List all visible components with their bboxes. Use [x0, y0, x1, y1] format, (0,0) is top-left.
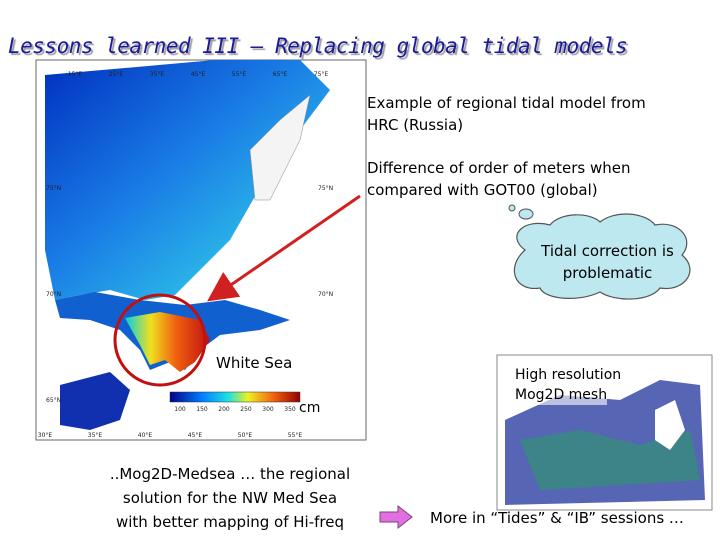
mesh-island — [655, 400, 685, 450]
cloud-text: problematic — [562, 264, 653, 282]
map-tick-label: 150 — [196, 406, 208, 413]
bay — [60, 372, 130, 430]
map-tick-label: 45°E — [188, 432, 203, 439]
map-tick-label: 65°N — [46, 397, 61, 404]
cloud-bubble — [508, 204, 516, 212]
map-tick-label: 65°E — [273, 71, 288, 78]
map-tick-label: 35°E — [150, 71, 165, 78]
cloud-bubble — [518, 208, 534, 220]
map-tick-label: 100 — [174, 406, 186, 413]
map-tick-label: 75°E — [314, 71, 329, 78]
map-tick-label: 45°E — [191, 71, 206, 78]
map-tick-label: 350 — [284, 406, 296, 413]
colorbar — [169, 391, 301, 403]
text-line: ..Mog2D-Medsea … the regional — [109, 465, 351, 483]
map-tick-label: 35°E — [88, 432, 103, 439]
map-label: White Sea — [216, 352, 293, 374]
mesh-caption: High resolution — [515, 366, 622, 385]
footer-note: More in “Tides” & “IB” sessions … — [430, 509, 684, 527]
text-line: with better mapping of Hi-freq — [115, 513, 345, 531]
island — [249, 94, 311, 201]
cloud — [513, 213, 691, 300]
barents-sea — [45, 60, 330, 300]
map-tick-label: 250 — [240, 406, 252, 413]
text-line: compared with GOT00 (global) — [367, 181, 598, 199]
mesh-detail — [520, 430, 700, 490]
map-tick-label: 70°N — [318, 291, 333, 298]
colorbar-unit: cm — [299, 400, 321, 416]
pink-arrow — [379, 504, 413, 530]
map-tick-label: 50°E — [238, 432, 253, 439]
text-line: HRC (Russia) — [367, 116, 464, 134]
map-tick-label: 30°E — [38, 432, 53, 439]
map-tick-label: 200 — [218, 406, 230, 413]
cloud-text: Tidal correction is — [541, 242, 674, 260]
highlight-circle — [113, 293, 207, 387]
text-line: Example of regional tidal model from — [367, 94, 646, 112]
map-tick-label: 75°N — [46, 185, 61, 192]
text-line: Difference of order of meters when — [367, 159, 631, 177]
mesh-caption: Mog2D mesh — [515, 386, 608, 405]
text-line: solution for the NW Med Sea — [122, 489, 338, 507]
map-tick-label: 15°E — [68, 71, 83, 78]
map-tick-label: 300 — [262, 406, 274, 413]
slide-title: Lessons learned III – Replacing global t… — [8, 34, 628, 58]
map-tick-label: 55°E — [232, 71, 247, 78]
map-tick-label: 70°N — [46, 291, 61, 298]
map-tick-label: 75°N — [318, 185, 333, 192]
map-tick-label: 40°E — [138, 432, 153, 439]
white-sea — [125, 312, 210, 372]
map-tick-label: 55°E — [288, 432, 303, 439]
map-tick-label: 25°E — [109, 71, 124, 78]
arrow — [207, 194, 361, 302]
